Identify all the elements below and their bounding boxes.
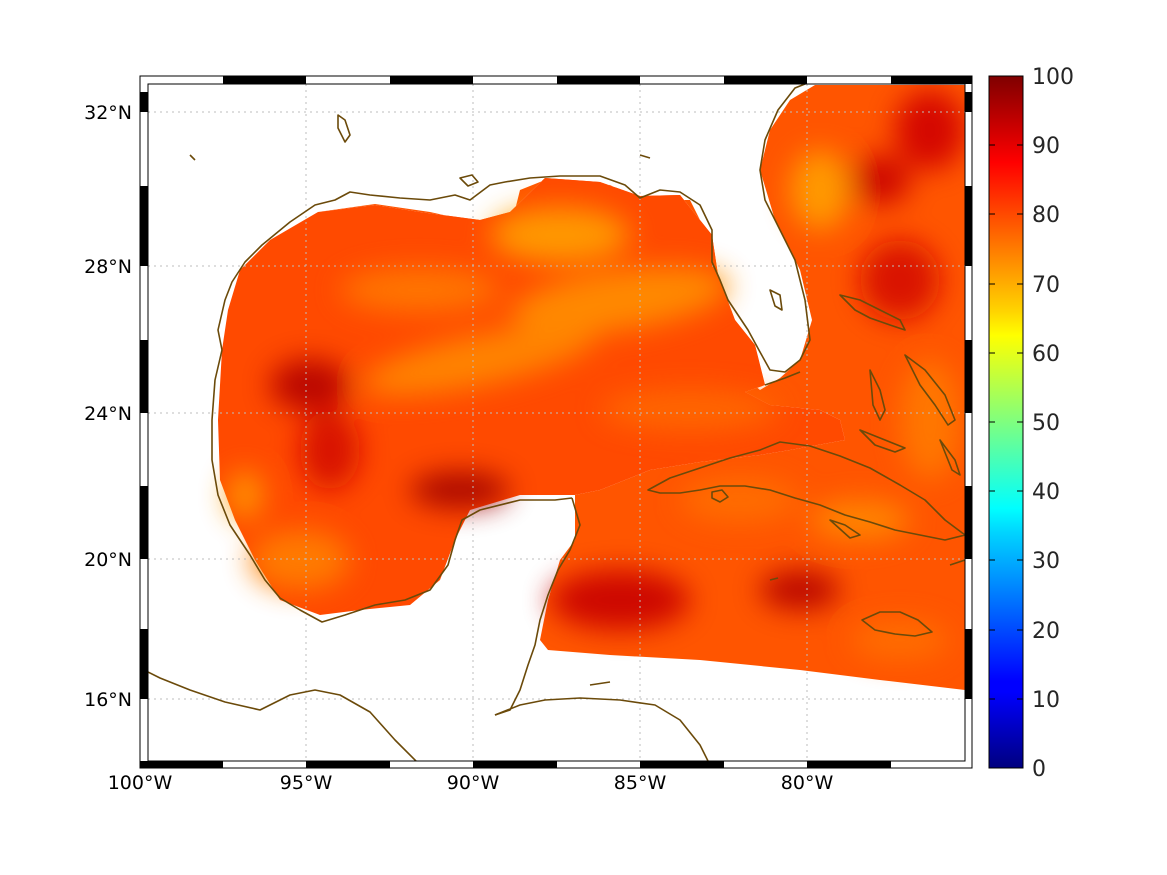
colorbar-ticks: [989, 144, 1023, 700]
coastlines: [148, 84, 965, 761]
colorbar-label-100: 100: [1032, 65, 1074, 90]
colorbar-label-60: 60: [1032, 342, 1060, 367]
lat-label-28: 28°N: [84, 256, 132, 278]
latitude-labels: 32°N 28°N 24°N 20°N 16°N: [84, 102, 132, 711]
colorbar: 100 90 80 70 60 50 40 30 20 10 0: [988, 65, 1074, 782]
lon-label-90: 90°W: [447, 772, 500, 794]
lat-label-32: 32°N: [84, 102, 132, 124]
colorbar-label-90: 90: [1032, 134, 1060, 159]
colorbar-label-0: 0: [1032, 757, 1046, 782]
colorbar-label-20: 20: [1032, 619, 1060, 644]
lat-label-20: 20°N: [84, 549, 132, 571]
colorbar-label-50: 50: [1032, 411, 1060, 436]
colorbar-label-40: 40: [1032, 480, 1060, 505]
lon-label-100: 100°W: [108, 772, 173, 794]
lat-label-24: 24°N: [84, 403, 132, 425]
colorbar-label-30: 30: [1032, 549, 1060, 574]
lon-label-80: 80°W: [781, 772, 834, 794]
lon-label-95: 95°W: [280, 772, 333, 794]
lon-label-85: 85°W: [614, 772, 667, 794]
map-frame: [139, 75, 973, 769]
lat-label-16: 16°N: [84, 689, 132, 711]
gulf-field: [318, 85, 965, 690]
colorbar-label-80: 80: [1032, 203, 1060, 228]
colorbar-label-10: 10: [1032, 688, 1060, 713]
longitude-labels: 100°W 95°W 90°W 85°W 80°W: [108, 772, 834, 794]
colorbar-label-70: 70: [1032, 273, 1060, 298]
data-field: [218, 85, 965, 690]
